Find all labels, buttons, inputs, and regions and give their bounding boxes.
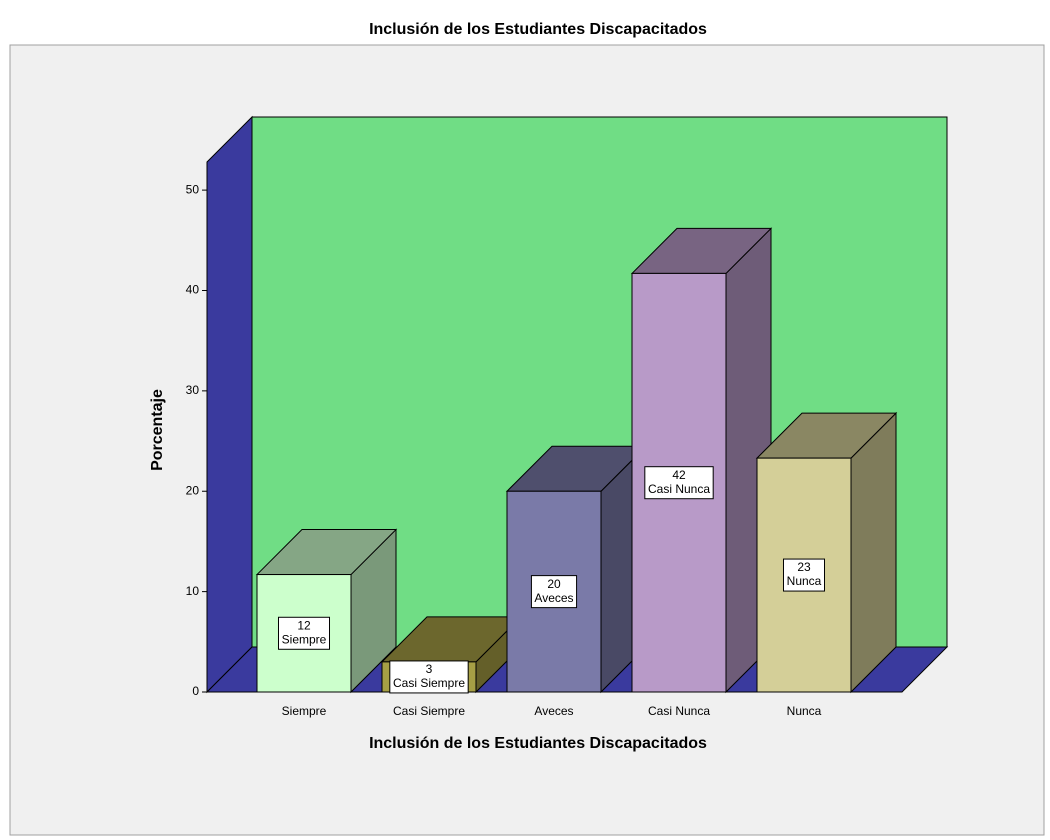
- data-label-value: 23: [797, 560, 811, 574]
- data-label-category: Siempre: [282, 632, 327, 646]
- x-tick-label: Casi Nunca: [648, 704, 710, 718]
- y-axis-title: Porcentaje: [149, 389, 166, 471]
- y-tick-label: 0: [192, 684, 199, 698]
- data-label-category: Casi Nunca: [648, 482, 710, 496]
- y-tick-label: 30: [186, 383, 200, 397]
- x-tick-label: Casi Siempre: [393, 704, 465, 718]
- data-label-box: [389, 660, 469, 694]
- y-tick-label: 20: [186, 483, 200, 497]
- bar-side: [850, 411, 897, 694]
- y-tick-label: 40: [186, 283, 200, 297]
- side-wall: [206, 115, 253, 694]
- data-label-value: 12: [297, 618, 311, 632]
- x-tick-label: Aveces: [534, 704, 573, 718]
- data-label-box: [782, 558, 826, 592]
- data-label-box: [530, 575, 578, 609]
- bar: [755, 411, 898, 694]
- data-label-value: 20: [547, 577, 561, 591]
- chart-title: Inclusión de los Estudiantes Discapacita…: [369, 21, 707, 38]
- data-label-box: [277, 616, 331, 650]
- y-tick-label: 10: [186, 584, 200, 598]
- bar: [255, 528, 398, 694]
- bar: [505, 445, 648, 694]
- y-tick-label: 50: [186, 182, 200, 196]
- bar: [630, 227, 773, 694]
- data-label-category: Casi Siempre: [393, 676, 465, 690]
- data-label-box: [644, 466, 714, 500]
- data-label-category: Nunca: [787, 574, 822, 588]
- data-label-value: 42: [672, 468, 686, 482]
- x-tick-label: Siempre: [282, 704, 327, 718]
- data-label-category: Aveces: [534, 591, 573, 605]
- data-label-value: 3: [426, 662, 433, 676]
- x-tick-label: Nunca: [787, 704, 822, 718]
- x-axis-title: Inclusión de los Estudiantes Discapacita…: [369, 735, 707, 752]
